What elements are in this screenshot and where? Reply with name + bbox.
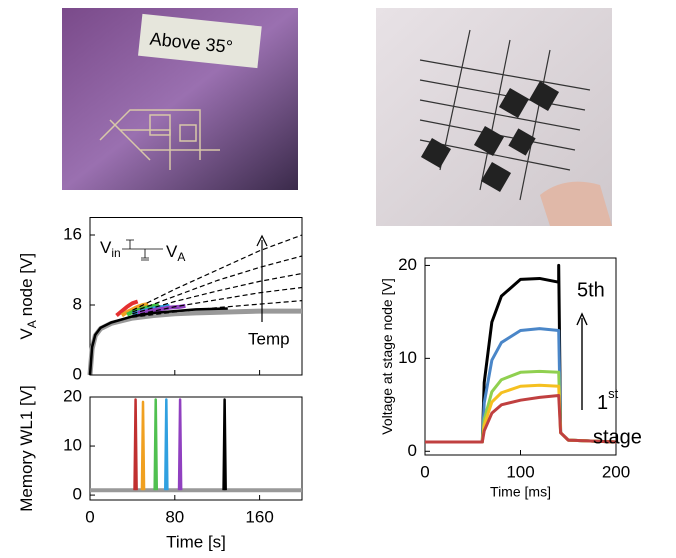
x-tick-label: 160 — [245, 507, 273, 526]
data-line — [155, 399, 157, 490]
annotation-sup: st — [608, 386, 619, 401]
y-tick-label: 8 — [73, 294, 82, 313]
label-rest: node [V] — [17, 253, 36, 316]
data-line — [90, 309, 228, 376]
x-axis-label: Time [ms] — [490, 484, 551, 500]
data-line — [165, 399, 167, 490]
x-tick-label: 0 — [420, 462, 429, 481]
annotation: 5th — [577, 279, 605, 301]
figure: Above 35° 0816VAnode [V]01020080160Memor… — [0, 0, 676, 553]
data-line — [224, 399, 226, 490]
inset-circuit — [122, 240, 163, 260]
annotation: 1st — [597, 386, 619, 414]
label: VAnode [V] — [17, 253, 39, 340]
y-tick-label: 20 — [63, 386, 82, 405]
data-line — [132, 235, 302, 310]
circuit-line — [122, 240, 163, 260]
photo-right — [376, 8, 612, 226]
x-axis-label: Time [s] — [166, 532, 226, 551]
label-main: Voltage at stage node [V] — [379, 278, 395, 434]
annotation: stage — [593, 426, 642, 448]
x-tick-label: 200 — [602, 462, 630, 481]
annotation-main: 1 — [597, 392, 608, 414]
label-sub: A — [177, 250, 185, 264]
label-sub: A — [25, 320, 39, 328]
label-main: V — [17, 328, 36, 340]
y-tick-label: 10 — [398, 348, 417, 367]
label: Vin — [100, 238, 121, 260]
y-tick-label: 0 — [73, 485, 82, 504]
label-main: V — [166, 242, 178, 261]
label-main: Memory WL1 [V] — [17, 385, 36, 512]
data-line — [425, 371, 616, 442]
label: Voltage at stage node [V] — [379, 278, 395, 434]
plot-frame — [90, 397, 302, 500]
data-line — [142, 402, 144, 490]
y-tick-label: 0 — [73, 364, 82, 383]
label-main: V — [100, 238, 112, 257]
annotation: Temp — [248, 329, 290, 348]
data-line — [425, 385, 616, 442]
y-tick-label: 0 — [408, 441, 417, 460]
y-tick-label: 10 — [63, 436, 82, 455]
x-tick-label: 100 — [506, 462, 534, 481]
y-tick-label: 16 — [63, 224, 82, 243]
y-tick-label: 20 — [398, 255, 417, 274]
label: Memory WL1 [V] — [17, 385, 36, 512]
photo-left: Above 35° — [62, 8, 298, 190]
x-tick-label: 80 — [165, 507, 184, 526]
label-sub: in — [111, 246, 120, 260]
x-tick-label: 0 — [85, 507, 94, 526]
data-line — [425, 396, 616, 442]
label: VA — [166, 242, 185, 264]
data-line — [179, 399, 181, 490]
data-line — [135, 399, 137, 490]
